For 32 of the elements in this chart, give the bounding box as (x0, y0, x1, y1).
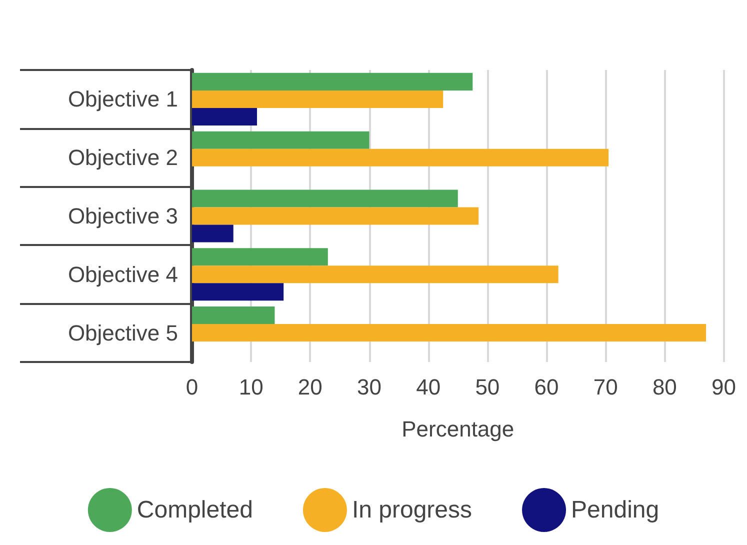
x-tick-label: 60 (534, 374, 559, 400)
bar (192, 148, 609, 166)
bar (192, 207, 479, 225)
bar (192, 72, 473, 90)
bar (192, 248, 328, 266)
x-axis-title: Percentage (402, 416, 514, 442)
x-tick-label: 40 (416, 374, 441, 400)
y-tick-label: Objective 3 (68, 204, 178, 228)
x-tick-label: 20 (298, 374, 322, 400)
y-tick-label: Objective 1 (68, 86, 178, 112)
y-tick-label: Objective 5 (68, 320, 178, 346)
x-tick-label: 0 (186, 374, 198, 400)
x-tick-label: 50 (475, 374, 500, 400)
x-tick-label: 70 (593, 374, 618, 400)
y-tick-label: Objective 4 (68, 262, 178, 287)
legend-label: Pending (571, 496, 660, 524)
y-tick-label: Objective 2 (68, 145, 178, 170)
bar (192, 131, 370, 149)
bar (192, 90, 444, 108)
bar (192, 224, 234, 242)
x-tick-label: 10 (238, 374, 264, 400)
x-tick-label: 80 (652, 374, 677, 400)
bar (192, 266, 558, 284)
legend-label: Completed (136, 496, 253, 524)
bar (192, 324, 706, 342)
bar (192, 108, 257, 126)
bar (192, 306, 275, 324)
x-tick-label: 90 (712, 374, 736, 400)
legend-label: In progress (352, 496, 472, 524)
bar (192, 283, 284, 301)
x-tick-label: 30 (357, 374, 382, 400)
bar (192, 190, 458, 208)
